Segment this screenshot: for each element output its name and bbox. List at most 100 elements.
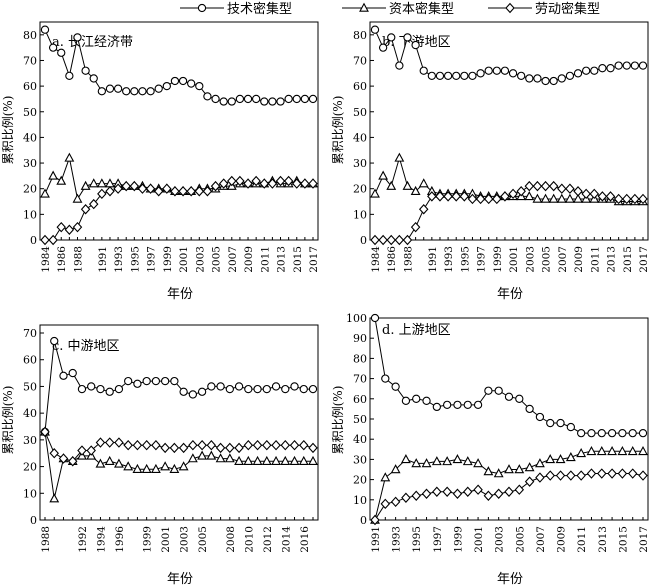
data-point: [494, 386, 503, 395]
data-point: [606, 64, 615, 73]
data-point: [484, 386, 493, 395]
y-tick-label: 0: [360, 234, 367, 247]
data-point: [67, 456, 78, 467]
y-tick-label: 100: [346, 312, 367, 325]
data-point: [40, 188, 50, 198]
data-point: [452, 488, 463, 499]
x-tick-label: 1999: [452, 526, 464, 553]
data-point: [281, 384, 290, 394]
data-point: [421, 488, 432, 499]
data-point: [225, 384, 234, 394]
legend-marker-circle: [197, 3, 207, 13]
data-point: [607, 428, 617, 438]
data-point: [178, 186, 188, 197]
x-tick-label: 1988: [402, 246, 414, 273]
x-tick-label: 1995: [129, 246, 141, 273]
x-tick-label: 2003: [194, 246, 206, 273]
data-point: [514, 464, 525, 474]
data-point: [218, 178, 229, 189]
data-point: [378, 170, 389, 180]
data-point: [597, 468, 607, 479]
data-point: [114, 384, 124, 394]
y-tick-label: 10: [353, 494, 367, 507]
data-point: [566, 422, 575, 432]
data-point: [162, 183, 172, 194]
x-axis-label: 年份: [497, 572, 523, 587]
data-point: [618, 428, 627, 438]
data-point: [380, 498, 391, 510]
data-point: [105, 84, 115, 93]
data-point: [597, 428, 606, 438]
x-tick-label: 2011: [576, 526, 588, 553]
y-tick-label: 50: [353, 413, 367, 426]
data-point: [123, 461, 134, 471]
data-point: [576, 470, 586, 481]
data-point: [308, 384, 318, 394]
y-tick-label: 50: [23, 106, 37, 119]
data-point: [573, 193, 583, 203]
x-tick-label: 2007: [227, 246, 239, 273]
data-point: [460, 71, 469, 81]
data-point: [194, 186, 205, 197]
data-point: [80, 204, 91, 215]
data-point: [133, 379, 142, 388]
data-point: [187, 79, 196, 88]
data-point: [596, 445, 607, 456]
data-point: [630, 193, 640, 205]
data-point: [195, 81, 204, 91]
series-line: [44, 431, 313, 499]
data-point: [169, 463, 180, 473]
y-ticks: 0 10 20 30 40 50 60 70 80 90 100: [346, 312, 374, 527]
data-point: [141, 439, 152, 451]
data-point: [370, 313, 380, 323]
data-point: [206, 439, 217, 451]
data-point: [638, 445, 648, 456]
data-point: [381, 374, 390, 383]
data-point: [284, 94, 293, 104]
data-point: [227, 97, 236, 106]
data-point: [540, 180, 551, 192]
series-circle: [40, 336, 318, 436]
data-point: [48, 43, 58, 52]
y-tick-label: 80: [23, 29, 37, 42]
data-point: [225, 442, 235, 454]
data-point: [483, 193, 494, 205]
y-tick-label: 20: [23, 183, 37, 196]
series-circle: [40, 25, 318, 106]
x-axis-label: 年份: [497, 287, 523, 302]
x-tick-label: 2010: [243, 526, 255, 553]
data-point: [216, 382, 225, 391]
data-point: [89, 74, 98, 83]
legend: 技术密集型 资本密集型 劳动密集型: [180, 1, 600, 17]
data-point: [589, 188, 600, 200]
data-point: [555, 470, 566, 481]
data-point: [524, 180, 535, 192]
data-point: [280, 439, 291, 451]
data-point: [607, 468, 617, 479]
y-tick-label: 80: [353, 352, 367, 365]
x-tick-label: 2015: [617, 526, 629, 553]
data-point: [234, 455, 244, 465]
data-point: [504, 486, 514, 497]
y-tick-label: 80: [353, 29, 367, 42]
data-point: [638, 61, 648, 70]
data-point: [234, 382, 244, 391]
data-point: [504, 464, 514, 474]
data-point: [548, 193, 559, 203]
x-ticks: 1984 1986 1988 1991 1993 1995 1997 1999 2001 2003…: [40, 237, 320, 273]
data-point: [475, 193, 486, 205]
x-tick-label: 2001: [473, 526, 485, 553]
data-point: [484, 66, 493, 75]
data-point: [410, 221, 421, 233]
x-tick-label: 1993: [113, 246, 125, 273]
data-point: [515, 394, 524, 403]
plot-frame: [39, 324, 319, 521]
data-point: [411, 40, 420, 50]
data-point: [290, 382, 299, 391]
x-tick-label: 1999: [492, 246, 504, 273]
data-point: [178, 76, 188, 86]
data-point: [88, 198, 99, 210]
data-point: [105, 387, 114, 396]
y-tick-label: 70: [23, 54, 37, 67]
